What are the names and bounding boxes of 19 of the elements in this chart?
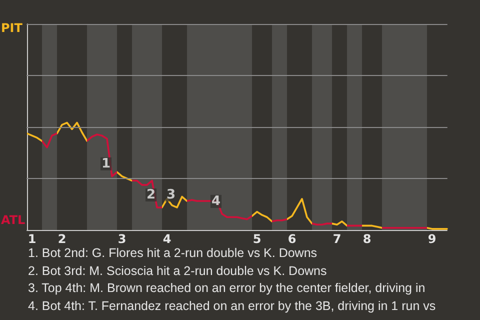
annotation: 4 — [211, 194, 221, 209]
text: 3. Top 4th: M. Brown reached on an error by the center fielder, driving in — [28, 280, 426, 297]
x-tick-label: 8 — [362, 232, 372, 246]
text: 4. Bot 4th: T. Fernandez reached on an error by the 3B, driving in 1 run vs — [28, 298, 437, 315]
annotation: 3 — [166, 187, 176, 202]
x-tick-label: 7 — [332, 232, 342, 246]
annotation: 1 — [101, 156, 111, 172]
annotation: 2 — [146, 187, 156, 202]
x-tick-label: 1 — [28, 232, 36, 246]
text: ATL — [1, 213, 26, 227]
text: 1. Bot 2nd: G. Flores hit a 2-run double vs K. Downs — [28, 245, 318, 262]
text: PIT — [1, 21, 24, 35]
x-tick-label: 2 — [58, 232, 66, 246]
x-tick-label: 3 — [118, 232, 126, 246]
x-tick-label: 4 — [162, 232, 172, 246]
x-tick-label: 5 — [252, 232, 262, 246]
x-tick-label: 9 — [428, 232, 436, 246]
text: 2. Bot 3rd: M. Scioscia hit a 2-run double vs K. Downs — [28, 262, 328, 280]
x-tick-label: 6 — [288, 232, 296, 246]
